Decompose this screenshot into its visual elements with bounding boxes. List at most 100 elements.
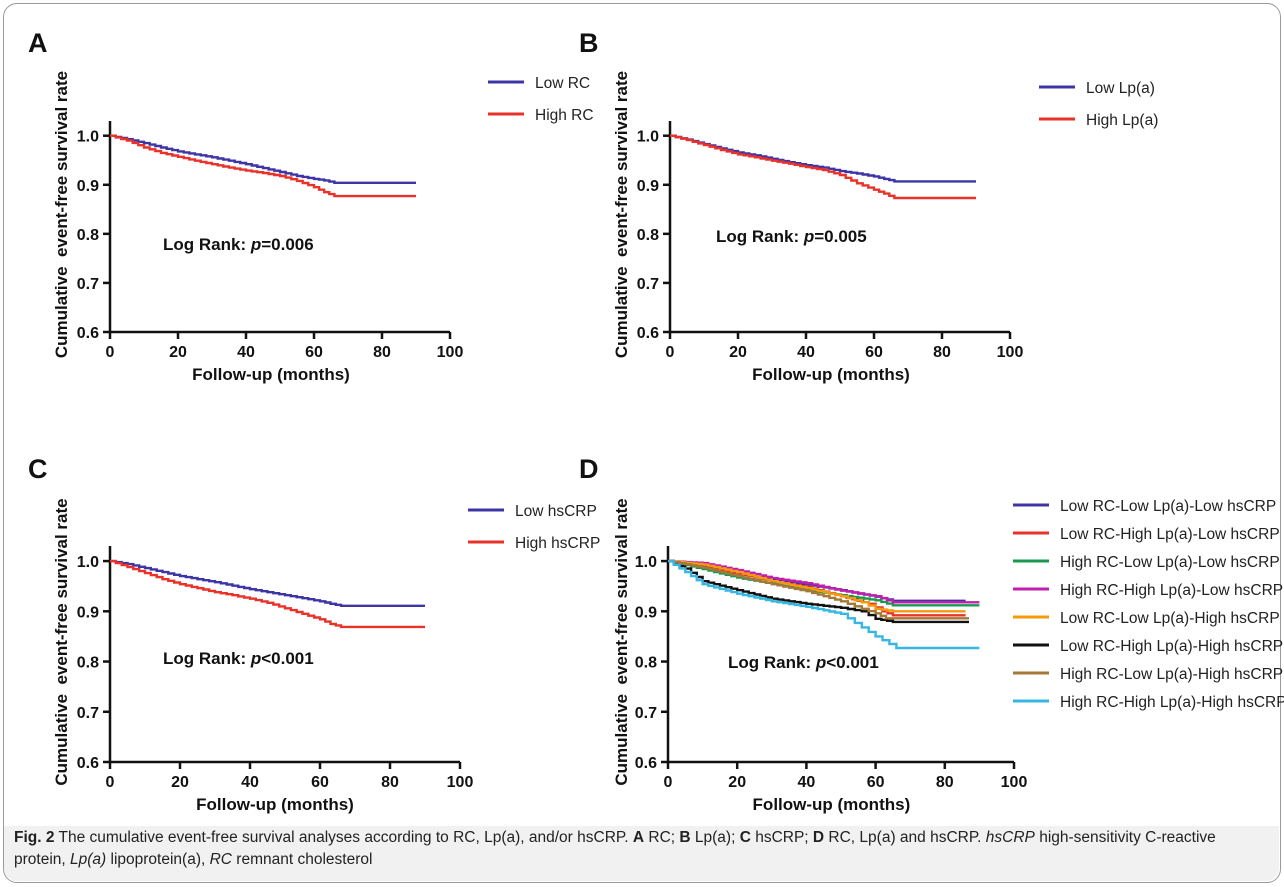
- y-tick-label: 0.9: [77, 178, 99, 195]
- caption-def-hscrp: high-sensitivity C-reactive protein,: [14, 829, 1216, 868]
- y-axis-label: Cumulative event-free survival rate: [612, 71, 631, 358]
- y-tick-label: 0.7: [637, 276, 659, 293]
- log-rank-annotation: Log Rank: p=0.006: [163, 235, 314, 254]
- x-tick-label: 40: [797, 344, 815, 361]
- x-tick-label: 60: [867, 774, 885, 791]
- x-tick-label: 0: [106, 774, 115, 791]
- log-rank-annotation: Log Rank: p<0.001: [728, 653, 879, 672]
- caption-text-c: hsCRP;: [750, 829, 813, 846]
- log-rank-annotation: Log Rank: p<0.001: [163, 649, 314, 668]
- caption-label-c: C: [739, 829, 751, 846]
- panel-b: B 0 20 40 60 80 100 0.6 0.7 0.8 0.9 1.0 Follow-up (m…: [579, 28, 1158, 384]
- series-line: [110, 559, 425, 629]
- y-tick-label: 1.0: [77, 129, 99, 146]
- y-tick-label: 0.7: [635, 705, 657, 722]
- series-line: [668, 559, 969, 624]
- x-tick-label: 60: [311, 774, 329, 791]
- caption-abbr-hscrp: hsCRP: [985, 829, 1035, 846]
- x-tick-label: 0: [664, 774, 673, 791]
- series-line: [110, 134, 416, 184]
- caption-def-lpa: lipoprotein(a),: [106, 851, 210, 868]
- x-tick-label: 80: [381, 774, 399, 791]
- y-axis-label: Cumulative event-free survival rate: [52, 498, 71, 785]
- y-tick-label: 0.6: [637, 325, 659, 342]
- series-line: [670, 134, 976, 200]
- legend-label: High Lp(a): [1086, 112, 1158, 129]
- x-tick-label: 0: [106, 344, 115, 361]
- legend-label: High RC-Low Lp(a)-Low hsCRP: [1060, 554, 1280, 571]
- legend-label: Low hsCRP: [515, 503, 597, 520]
- series-line: [668, 559, 980, 650]
- x-axis-label: Follow-up (months): [753, 795, 911, 814]
- caption-text-d: RC, Lp(a) and hsCRP.: [824, 829, 986, 846]
- caption-label-b: B: [679, 829, 691, 846]
- x-tick-label: 100: [1001, 774, 1028, 791]
- caption-text-b: Lp(a);: [690, 829, 740, 846]
- x-tick-label: 40: [798, 774, 816, 791]
- y-tick-label: 0.6: [77, 325, 99, 342]
- x-tick-label: 20: [729, 344, 747, 361]
- y-tick-label: 1.0: [635, 554, 657, 571]
- figure-frame: [3, 3, 1281, 883]
- x-axis-label: Follow-up (months): [752, 365, 910, 384]
- panel-letter: D: [579, 454, 599, 484]
- caption-abbr-rc: RC: [209, 851, 232, 868]
- x-tick-label: 20: [171, 774, 189, 791]
- y-tick-label: 1.0: [637, 129, 659, 146]
- x-tick-label: 60: [865, 344, 883, 361]
- legend-label: High RC-High Lp(a)-Low hsCRP: [1060, 582, 1283, 599]
- series-line: [110, 559, 425, 607]
- x-tick-label: 80: [373, 344, 391, 361]
- figure-caption: Fig. 2 The cumulative event-free surviva…: [14, 827, 1270, 871]
- panel-letter: B: [579, 28, 599, 58]
- y-tick-label: 0.8: [635, 655, 657, 672]
- y-tick-label: 0.9: [635, 604, 657, 621]
- caption-def-rc: remnant cholesterol: [231, 851, 373, 868]
- caption-background: [4, 826, 1279, 881]
- y-axis-label: Cumulative event-free survival rate: [52, 71, 71, 358]
- panel-letter: A: [28, 28, 48, 58]
- legend-label: Low Lp(a): [1086, 80, 1155, 97]
- x-tick-label: 40: [237, 344, 255, 361]
- x-tick-label: 20: [169, 344, 187, 361]
- y-tick-label: 0.7: [77, 276, 99, 293]
- x-tick-label: 20: [728, 774, 746, 791]
- caption-text-a: RC;: [644, 829, 680, 846]
- y-tick-label: 0.8: [77, 655, 99, 672]
- series-line: [668, 559, 969, 620]
- x-tick-label: 100: [997, 344, 1024, 361]
- x-tick-label: 0: [666, 344, 675, 361]
- y-tick-label: 0.6: [77, 755, 99, 772]
- legend-label: Low RC-Low Lp(a)-High hsCRP: [1060, 610, 1280, 627]
- legend-label: Low RC-High Lp(a)-High hsCRP: [1060, 638, 1283, 655]
- x-tick-label: 60: [305, 344, 323, 361]
- legend-label: Low RC-Low Lp(a)-Low hsCRP: [1060, 498, 1276, 515]
- y-axis-label: Cumulative event-free survival rate: [612, 498, 631, 785]
- y-tick-label: 0.6: [635, 755, 657, 772]
- y-tick-label: 0.7: [77, 705, 99, 722]
- series-line: [668, 559, 966, 613]
- panel-d: D 0 20 40 60 80 100 0.6 0.7 0.8 0.9 1.0 Follow-up (m…: [579, 454, 1284, 814]
- x-tick-label: 40: [241, 774, 259, 791]
- x-tick-label: 80: [936, 774, 954, 791]
- figure-canvas: A 0 20 40 60 80 100 0.6 0.7 0.8 0.9 1.0 Follow-up (m…: [28, 28, 1284, 814]
- x-tick-label: 80: [933, 344, 951, 361]
- panel-c: C 0 20 40 60 80 100 0.6 0.7 0.8 0.9 1.0 Follow-up (m…: [28, 454, 600, 814]
- caption-text: The cumulative event-free survival analy…: [54, 829, 633, 846]
- legend-label: High hsCRP: [515, 535, 600, 552]
- caption-label-d: D: [812, 829, 825, 846]
- y-tick-label: 0.9: [637, 178, 659, 195]
- legend-label: Low RC-High Lp(a)-Low hsCRP: [1060, 526, 1280, 543]
- caption-title: Fig. 2: [14, 829, 55, 846]
- legend-label: Low RC: [535, 75, 590, 92]
- legend-label: High RC-Low Lp(a)-High hsCRP: [1060, 666, 1283, 683]
- y-tick-label: 1.0: [77, 554, 99, 571]
- series-line: [110, 134, 416, 198]
- panel-letter: C: [28, 454, 48, 484]
- x-tick-label: 100: [447, 774, 474, 791]
- panel-a: A 0 20 40 60 80 100 0.6 0.7 0.8 0.9 1.0 Follow-up (m…: [28, 28, 594, 384]
- y-tick-label: 0.8: [77, 227, 99, 244]
- legend-label: High RC-High Lp(a)-High hsCRP: [1060, 694, 1284, 711]
- y-tick-label: 0.8: [637, 227, 659, 244]
- x-axis-label: Follow-up (months): [192, 365, 350, 384]
